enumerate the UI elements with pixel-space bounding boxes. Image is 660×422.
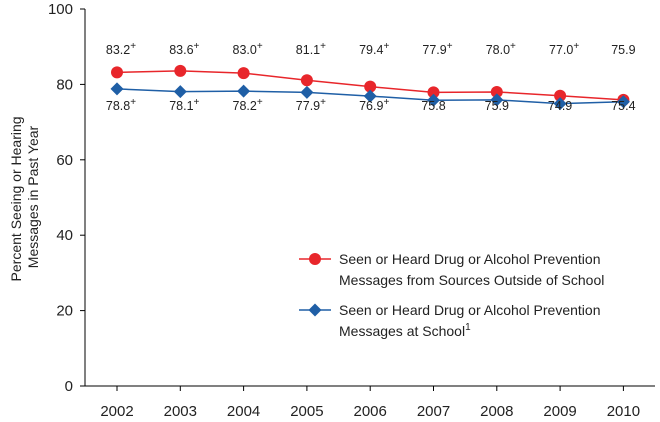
y-tick-label: 0 (65, 378, 73, 395)
data-label: 74.9 (548, 99, 572, 113)
data-label: 78.1+ (169, 97, 199, 113)
data-label: 77.9+ (422, 41, 452, 57)
data-point-diamond (300, 85, 314, 99)
data-point-circle (490, 85, 503, 98)
x-tick-label: 2005 (290, 403, 323, 420)
legend-label-outside-school: Seen or Heard Drug or Alcohol Prevention… (339, 251, 604, 288)
legend-label-outside-school-line-1: Seen or Heard Drug or Alcohol Prevention (339, 251, 600, 267)
y-axis-title-line-2: Messages in Past Year (25, 125, 41, 268)
legend: Seen or Heard Drug or Alcohol Prevention… (299, 251, 604, 339)
y-tick-label: 60 (56, 152, 73, 169)
data-label: 75.9 (485, 99, 509, 113)
series-group (110, 64, 630, 111)
y-axis-title-line-1: Percent Seeing or Hearing (8, 116, 24, 281)
data-label: 77.0+ (549, 41, 579, 57)
y-axis-ticks: 0 20 40 60 80 100 (48, 1, 85, 395)
x-tick-label: 2007 (417, 403, 450, 420)
x-tick-label: 2002 (100, 403, 133, 420)
data-point-diamond (173, 85, 187, 99)
data-point-circle (300, 74, 313, 87)
x-tick-label: 2003 (164, 403, 197, 420)
data-point-diamond (616, 95, 630, 109)
data-label: 78.8+ (106, 97, 136, 113)
data-point-circle (554, 89, 567, 102)
data-point-circle (111, 66, 123, 79)
y-axis-title: Percent Seeing or Hearing Messages in Pa… (8, 113, 41, 282)
data-label: 75.4 (611, 99, 635, 113)
legend-label-at-school-line-1: Seen or Heard Drug or Alcohol Prevention (339, 302, 600, 318)
legend-marker-diamond (308, 303, 322, 317)
data-point-diamond (490, 93, 504, 107)
x-tick-label: 2008 (480, 403, 513, 420)
data-label: 75.9 (611, 43, 635, 57)
data-label: 76.9+ (359, 97, 389, 113)
x-tick-label: 2006 (354, 403, 387, 420)
data-point-diamond (427, 93, 440, 107)
legend-item-at-school: Seen or Heard Drug or Alcohol Prevention… (299, 302, 604, 339)
x-tick-label: 2004 (227, 403, 260, 420)
legend-item-outside-school: Seen or Heard Drug or Alcohol Prevention… (299, 251, 604, 288)
data-label: 75.8 (421, 99, 445, 113)
data-point-circle (237, 67, 250, 80)
data-label: 83.2+ (106, 41, 136, 57)
data-label: 78.0+ (486, 41, 516, 57)
data-point-circle (174, 64, 187, 77)
y-tick-label: 80 (56, 76, 73, 93)
data-point-circle (427, 86, 440, 99)
x-tick-label: 2009 (543, 403, 576, 420)
legend-marker-circle (309, 253, 321, 265)
data-point-circle (364, 80, 377, 93)
data-point-diamond (363, 89, 377, 103)
legend-label-outside-school-line-2: Messages from Sources Outside of School (339, 272, 604, 288)
x-axis-ticks: 2002 2003 2004 2005 2006 2007 2008 2009 2010 (100, 386, 640, 420)
data-labels: 83.2+ 83.6+ 83.0+ 81.1+ 79.4+ 77.9+ 78.0+ 77.0+… (106, 41, 636, 113)
data-label: 79.4+ (359, 41, 389, 57)
data-point-diamond (237, 84, 251, 98)
data-label: 83.6+ (169, 41, 199, 57)
legend-label-at-school-line-2: Messages at School (339, 323, 465, 339)
data-label: 77.9+ (296, 97, 326, 113)
data-label: 83.0+ (233, 41, 263, 57)
y-tick-label: 100 (48, 1, 73, 18)
x-tick-label: 2010 (607, 403, 640, 420)
y-tick-label: 20 (56, 303, 73, 320)
data-label: 78.2+ (233, 97, 263, 113)
legend-label-at-school: Seen or Heard Drug or Alcohol Prevention… (339, 302, 604, 339)
data-point-diamond (110, 82, 124, 96)
y-tick-label: 40 (56, 227, 73, 244)
data-point-diamond (553, 97, 567, 111)
data-label: 81.1+ (296, 41, 326, 57)
legend-footnote-marker: 1 (465, 322, 471, 333)
